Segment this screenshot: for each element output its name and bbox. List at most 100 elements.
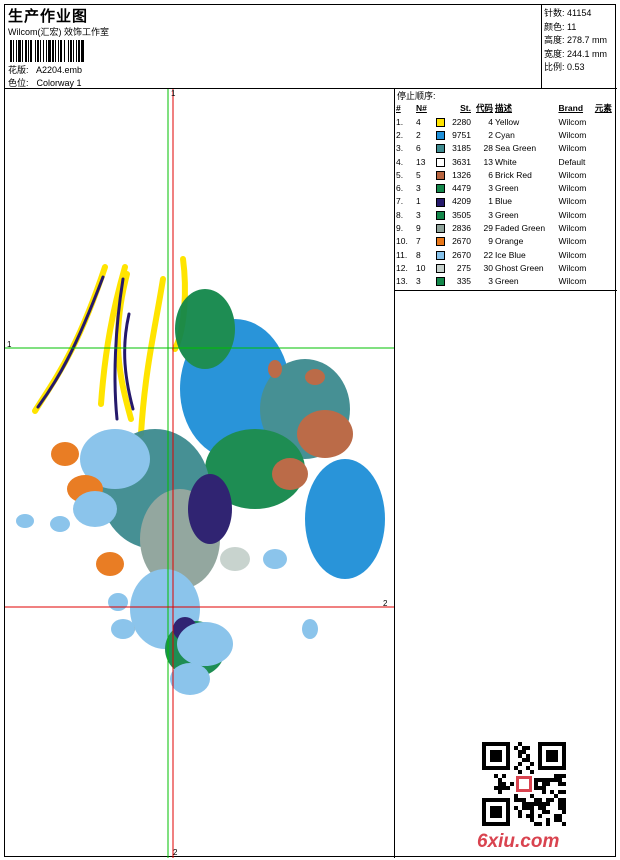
row-index: 7. [396, 196, 404, 207]
col-code: 代码 [475, 103, 493, 113]
row-index: 8. [396, 209, 404, 220]
row-code: 4 [488, 116, 493, 127]
table-row: 11. 8 2670 22 Ice Blue Wilcom [395, 248, 617, 261]
row-swatch [435, 195, 448, 208]
row-index: 6. [396, 183, 404, 194]
row-swatch [435, 208, 448, 221]
color-swatch [436, 144, 445, 154]
color-swatch [436, 277, 445, 287]
table-row: 1. 4 2280 4 Yellow Wilcom [395, 115, 617, 128]
col-needle: N# [416, 103, 427, 113]
axis-label-v2: 2 [173, 848, 178, 857]
header-panel: 生产作业图 Wilcom(汇宏) 效饰工作室 花版: A2204.emb 色位:… [5, 5, 542, 89]
color-swatch [436, 184, 445, 194]
table-row: 3. 6 3185 28 Sea Green Wilcom [395, 142, 617, 155]
design-label: 花版: [8, 65, 29, 75]
barcode [10, 40, 118, 62]
row-brand: Wilcom [558, 183, 587, 194]
row-stitches: 2836 [452, 223, 471, 234]
row-needle: 13 [416, 156, 426, 167]
design-file-row: 花版: A2204.emb [8, 63, 82, 76]
row-element [594, 168, 617, 181]
blue-stitches [36, 275, 135, 421]
row-stitches: 335 [456, 276, 471, 287]
sheet-title: 生产作业图 [8, 8, 89, 25]
spec-height: 高度: 278.7 mm [544, 35, 608, 45]
colorway-row: 色位: Colorway 1 [8, 76, 82, 89]
col-description: 描述 [495, 103, 513, 113]
production-sheet: 生产作业图 Wilcom(汇宏) 效饰工作室 花版: A2204.emb 色位:… [4, 4, 617, 858]
col-index: # [396, 103, 401, 113]
row-code: 1 [488, 196, 493, 207]
row-code: 2 [488, 129, 493, 140]
row-stitches: 3631 [452, 156, 471, 167]
row-element [594, 155, 617, 168]
row-index: 13. [396, 276, 408, 287]
table-divider [395, 290, 617, 291]
row-index: 10. [396, 236, 408, 247]
row-code: 13 [483, 156, 493, 167]
axis-label-v1: 1 [171, 89, 176, 98]
row-needle: 3 [416, 183, 421, 194]
stop-sequence-panel: 停止顺序: # N# St. 代码 描述 Brand 元素 1. 4 2280 4 Ye… [395, 89, 617, 858]
row-needle: 6 [416, 143, 421, 154]
row-index: 1. [396, 116, 404, 127]
row-index: 2. [396, 129, 404, 140]
design-value: A2204.emb [36, 65, 83, 75]
row-element [594, 261, 617, 274]
foliage [16, 289, 385, 695]
row-stitches: 2670 [452, 249, 471, 260]
table-row: 10. 7 2670 9 Orange Wilcom [395, 235, 617, 248]
row-swatch [435, 235, 448, 248]
site-logo: 6xiu.com [477, 831, 560, 852]
row-needle: 5 [416, 169, 421, 180]
row-stitches: 3505 [452, 209, 471, 220]
row-stitches: 4479 [452, 183, 471, 194]
row-code: 3 [488, 183, 493, 194]
table-row: 6. 3 4479 3 Green Wilcom [395, 181, 617, 194]
row-description: Ghost Green [495, 262, 544, 273]
spec-colors: 颜色: 11 [544, 21, 577, 32]
color-swatch [436, 157, 445, 167]
studio-name: Wilcom(汇宏) 效饰工作室 [8, 27, 109, 37]
table-row: 8. 3 3505 3 Green Wilcom [395, 208, 617, 221]
color-swatch [436, 210, 445, 220]
row-brand: Wilcom [558, 196, 587, 207]
row-description: Brick Red [495, 169, 532, 180]
row-needle: 3 [416, 209, 421, 220]
row-swatch [435, 142, 448, 155]
yellow-stitches [32, 256, 188, 437]
row-description: Yellow [495, 116, 520, 127]
row-description: White [495, 156, 517, 167]
color-swatch [436, 197, 445, 207]
table-row: 9. 9 2836 29 Faded Green Wilcom [395, 221, 617, 234]
spec-width: 宽度: 244.1 mm [544, 48, 608, 59]
row-needle: 3 [416, 276, 421, 287]
row-swatch [435, 275, 448, 288]
qr-code [482, 742, 566, 826]
col-brand: Brand [558, 103, 584, 113]
row-needle: 10 [416, 262, 426, 273]
row-description: Orange [495, 236, 524, 247]
design-canvas[interactable]: 1 1 2 2 [5, 89, 395, 858]
table-row: 5. 5 1326 6 Brick Red Wilcom [395, 168, 617, 181]
row-element [594, 248, 617, 261]
row-code: 3 [488, 209, 493, 220]
row-brand: Wilcom [558, 223, 587, 234]
table-header-row: # N# St. 代码 描述 Brand 元素 [395, 101, 617, 115]
color-swatch [436, 117, 445, 127]
row-index: 5. [396, 169, 404, 180]
row-brand: Wilcom [558, 236, 587, 247]
row-brand: Wilcom [558, 143, 587, 154]
row-swatch [435, 181, 448, 194]
spec-scale: 比例: 0.53 [544, 62, 585, 72]
color-swatch [436, 131, 445, 141]
row-element [594, 195, 617, 208]
row-code: 3 [488, 276, 493, 287]
row-swatch [435, 261, 448, 274]
colorway-label: 色位: [8, 78, 29, 88]
row-index: 3. [396, 143, 404, 154]
table-row: 7. 1 4209 1 Blue Wilcom [395, 195, 617, 208]
stop-sequence-table: # N# St. 代码 描述 Brand 元素 1. 4 2280 4 Yellow Wi… [395, 101, 617, 288]
row-brand: Wilcom [558, 116, 587, 127]
